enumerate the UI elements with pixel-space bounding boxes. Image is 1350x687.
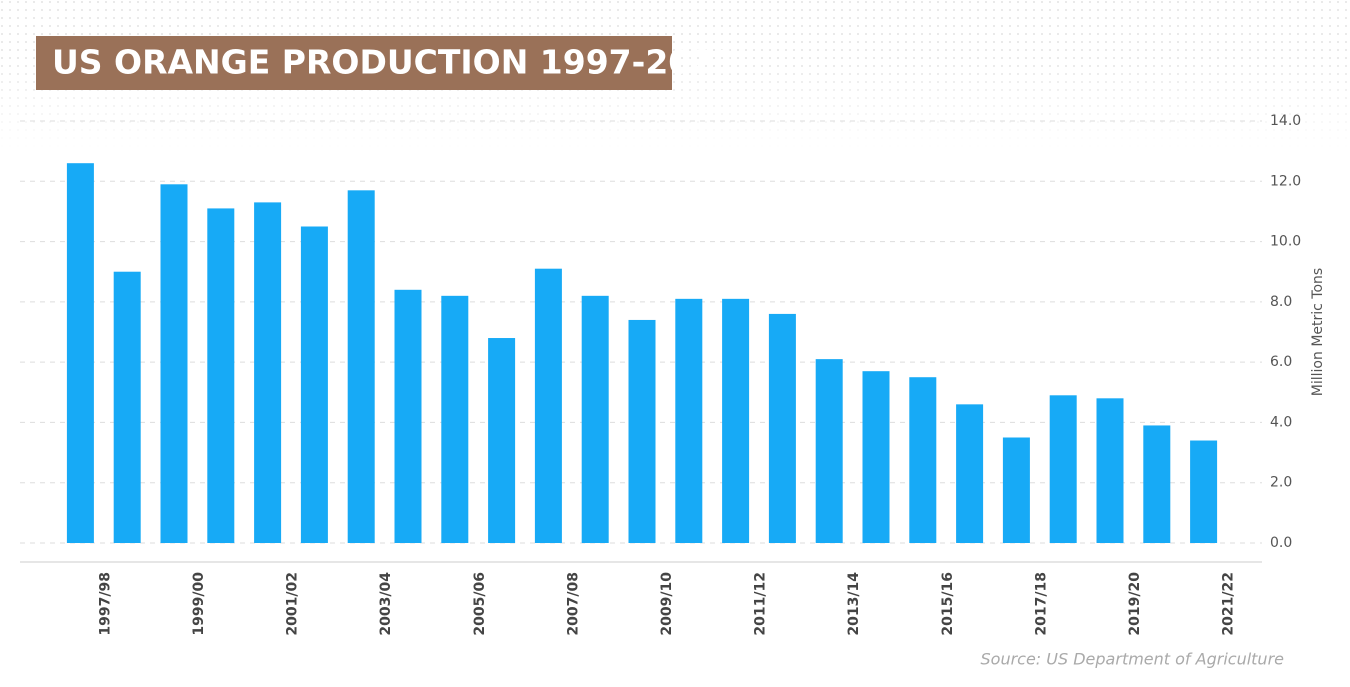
x-tick-label: 2003/04 [378, 572, 394, 636]
bar [254, 202, 282, 543]
x-tick-label: 2015/16 [940, 572, 956, 636]
y-tick-label: 6.0 [1270, 354, 1292, 370]
x-tick-label: 1999/00 [191, 572, 207, 636]
bar [768, 313, 796, 543]
x-tick-label: 2017/18 [1033, 572, 1049, 636]
x-tick-label: 2007/08 [565, 572, 581, 636]
x-tick-label: 2013/14 [846, 572, 862, 636]
bar [394, 289, 422, 543]
y-tick-label: 12.0 [1270, 173, 1301, 189]
bar [113, 271, 141, 543]
bar [300, 226, 328, 543]
bar [441, 295, 469, 543]
bar [1049, 395, 1077, 543]
bar [1190, 440, 1218, 543]
y-tick-label: 4.0 [1270, 414, 1292, 430]
bar [722, 298, 750, 543]
bar [66, 163, 94, 543]
y-tick-label: 2.0 [1270, 475, 1292, 491]
bar [956, 404, 984, 543]
bar [581, 295, 609, 543]
bar [534, 268, 562, 543]
x-tick-label: 2001/02 [285, 572, 301, 636]
bar [160, 184, 188, 544]
bar [675, 298, 703, 543]
y-tick-label: 0.0 [1270, 535, 1292, 551]
x-tick-label: 2021/22 [1221, 572, 1237, 636]
x-tick-label: 2019/20 [1127, 572, 1143, 636]
chart-title: US ORANGE PRODUCTION 1997-2021 [52, 43, 737, 82]
bar [909, 377, 937, 543]
x-tick-label: 2009/10 [659, 572, 675, 636]
bar [815, 359, 843, 543]
title-box [36, 36, 672, 90]
bar [1002, 437, 1030, 543]
y-axis-label: Million Metric Tons [1310, 268, 1326, 396]
x-tick-label: 2011/12 [753, 572, 769, 636]
y-tick-label: 14.0 [1270, 113, 1301, 129]
bar [628, 319, 656, 543]
bar [207, 208, 235, 543]
x-tick-label: 1997/98 [97, 572, 113, 636]
y-tick-label: 10.0 [1270, 234, 1301, 250]
bar [1096, 398, 1124, 543]
bar [1143, 425, 1171, 543]
bar [488, 338, 516, 543]
source: Source: US Department of Agriculture [981, 650, 1285, 669]
bar [347, 190, 375, 544]
y-tick-label: 8.0 [1270, 294, 1292, 310]
bar [862, 371, 890, 543]
x-tick-label: 2005/06 [472, 572, 488, 636]
